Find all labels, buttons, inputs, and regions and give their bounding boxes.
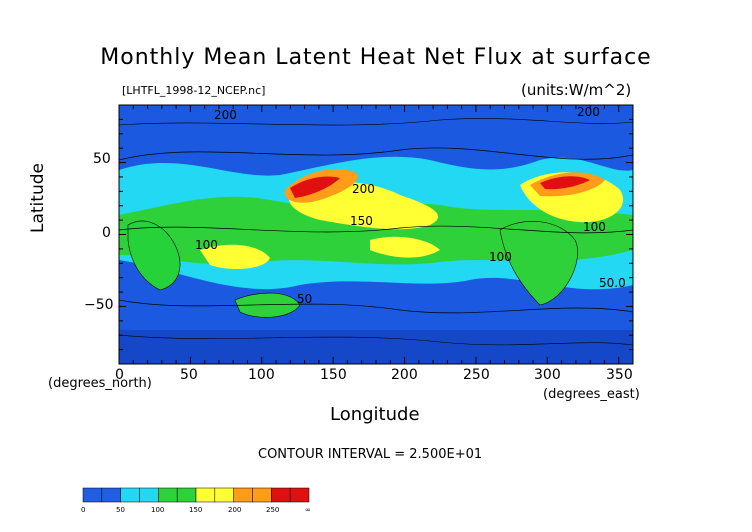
colorbar-swatch — [252, 487, 272, 503]
contour-label: 200 — [577, 105, 600, 119]
y-axis-label: Latitude — [28, 163, 48, 233]
colorbar-swatch — [120, 487, 140, 503]
colorbar-label: 0 — [81, 506, 86, 514]
colorbar-swatch — [101, 487, 121, 503]
colorbar-swatch — [82, 487, 103, 503]
colorbar-swatch — [233, 487, 253, 503]
colorbar-swatch — [176, 487, 197, 503]
x-tick-label: 200 — [391, 367, 418, 383]
x-units-note: (degrees_east) — [543, 387, 640, 402]
contour-label: 50 — [297, 292, 313, 306]
y-units-note: (degrees_north) — [48, 376, 152, 391]
x-tick-label: 100 — [248, 367, 275, 383]
x-tick-label: 50 — [180, 367, 198, 383]
colorbar-label: 250 — [266, 506, 280, 514]
colorbar-label: 50 — [116, 506, 125, 514]
colorbar-label: ∞ — [305, 506, 311, 514]
units-label: (units:W/m^2) — [521, 81, 632, 99]
chart-title: Monthly Mean Latent Heat Net Flux at sur… — [100, 45, 652, 70]
x-tick-label: 0 — [115, 367, 124, 383]
colorbar-label: 100 — [151, 506, 165, 514]
colorbar — [82, 487, 310, 503]
contour-label: 150 — [350, 214, 373, 228]
x-tick-label: 250 — [463, 367, 490, 383]
contour-interval-text: CONTOUR INTERVAL = 2.500E+01 — [258, 447, 483, 462]
x-tick-label: 150 — [320, 367, 347, 383]
y-tick-label: 0 — [102, 225, 111, 241]
y-tick-label: 50 — [93, 151, 111, 167]
contour-label: 200 — [214, 108, 237, 122]
colorbar-swatch — [214, 487, 234, 503]
x-tick-marks — [118, 105, 634, 364]
colorbar-swatch — [139, 487, 159, 503]
y-tick-label: −50 — [84, 297, 114, 313]
contour-label: 100 — [195, 238, 218, 252]
colorbar-label: 200 — [228, 506, 242, 514]
contour-label: 200 — [352, 182, 375, 196]
colorbar-swatch — [271, 487, 291, 503]
x-tick-label: 350 — [606, 367, 633, 383]
contour-label: 50.0 — [599, 276, 626, 290]
map-plot-area — [119, 105, 633, 364]
contour-label: 100 — [583, 220, 606, 234]
colorbar-label: 150 — [189, 506, 203, 514]
x-axis-label: Longitude — [330, 404, 420, 425]
x-tick-label: 300 — [534, 367, 561, 383]
file-name: [LHTFL_1998-12_NCEP.nc] — [122, 84, 266, 97]
y-tick-marks — [119, 104, 633, 365]
colorbar-swatch — [289, 487, 310, 503]
contour-label: 100 — [489, 250, 512, 264]
colorbar-swatch — [158, 487, 178, 503]
colorbar-swatch — [195, 487, 216, 503]
